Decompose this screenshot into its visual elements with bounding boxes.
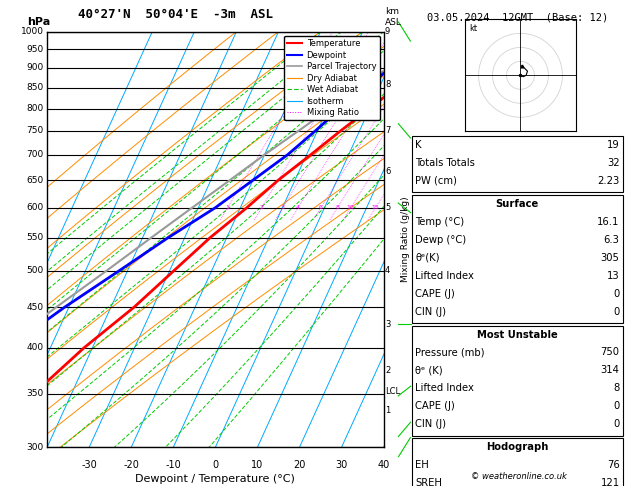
- Text: 10: 10: [252, 460, 264, 469]
- Text: 8: 8: [385, 80, 391, 89]
- Text: 8: 8: [613, 383, 620, 394]
- Text: 15: 15: [372, 206, 379, 210]
- Text: 305: 305: [601, 253, 620, 263]
- Text: © weatheronline.co.uk: © weatheronline.co.uk: [471, 472, 567, 481]
- Text: 32: 32: [607, 158, 620, 168]
- Text: CIN (J): CIN (J): [415, 419, 446, 430]
- Text: 3: 3: [385, 319, 391, 329]
- Legend: Temperature, Dewpoint, Parcel Trajectory, Dry Adiabat, Wet Adiabat, Isotherm, Mi: Temperature, Dewpoint, Parcel Trajectory…: [284, 36, 379, 121]
- Text: 7: 7: [385, 126, 391, 136]
- Text: 800: 800: [26, 104, 44, 113]
- Text: hPa: hPa: [27, 17, 50, 27]
- Text: CAPE (J): CAPE (J): [415, 289, 455, 299]
- Text: 2: 2: [260, 206, 264, 210]
- Text: EH: EH: [415, 460, 429, 470]
- Text: 8: 8: [335, 206, 339, 210]
- Text: 0: 0: [613, 307, 620, 317]
- Text: 700: 700: [26, 150, 44, 159]
- Text: 750: 750: [601, 347, 620, 358]
- Text: PW (cm): PW (cm): [415, 176, 457, 186]
- Text: Most Unstable: Most Unstable: [477, 330, 558, 340]
- Text: 850: 850: [26, 83, 44, 92]
- Text: 0: 0: [213, 460, 218, 469]
- Text: Dewpoint / Temperature (°C): Dewpoint / Temperature (°C): [135, 474, 296, 484]
- Text: 19: 19: [607, 140, 620, 150]
- Text: θᵉ (K): θᵉ (K): [415, 365, 443, 376]
- Text: 1000: 1000: [21, 27, 44, 36]
- Text: 03.05.2024  12GMT  (Base: 12): 03.05.2024 12GMT (Base: 12): [426, 12, 608, 22]
- Text: 650: 650: [26, 176, 44, 185]
- Text: 1: 1: [226, 206, 230, 210]
- Text: Dewp (°C): Dewp (°C): [415, 235, 466, 245]
- Text: -30: -30: [81, 460, 97, 469]
- Text: θᵉ(K): θᵉ(K): [415, 253, 440, 263]
- Text: Totals Totals: Totals Totals: [415, 158, 475, 168]
- Text: 0: 0: [613, 289, 620, 299]
- Text: 30: 30: [335, 460, 348, 469]
- Text: 40°27'N  50°04'E  -3m  ASL: 40°27'N 50°04'E -3m ASL: [77, 8, 272, 21]
- Text: 450: 450: [26, 303, 44, 312]
- Text: 16.1: 16.1: [597, 217, 620, 227]
- Text: LCL: LCL: [385, 386, 400, 396]
- Text: 314: 314: [601, 365, 620, 376]
- Text: 121: 121: [601, 478, 620, 486]
- Text: Lifted Index: Lifted Index: [415, 383, 474, 394]
- Text: K: K: [415, 140, 421, 150]
- Text: 0: 0: [613, 419, 620, 430]
- Text: 400: 400: [26, 343, 44, 352]
- Text: 300: 300: [26, 443, 44, 451]
- Text: 0: 0: [613, 401, 620, 412]
- Text: Pressure (mb): Pressure (mb): [415, 347, 484, 358]
- Text: 2.23: 2.23: [598, 176, 620, 186]
- Text: 6: 6: [319, 206, 323, 210]
- Text: km
ASL: km ASL: [385, 7, 402, 27]
- Text: CAPE (J): CAPE (J): [415, 401, 455, 412]
- Text: 1: 1: [385, 406, 390, 415]
- Text: Temp (°C): Temp (°C): [415, 217, 464, 227]
- Text: 500: 500: [26, 266, 44, 275]
- Text: 2: 2: [385, 365, 390, 375]
- Text: 4: 4: [296, 206, 300, 210]
- Text: 20: 20: [293, 460, 306, 469]
- Text: CIN (J): CIN (J): [415, 307, 446, 317]
- Text: -10: -10: [165, 460, 181, 469]
- Text: 6.3: 6.3: [604, 235, 620, 245]
- Text: 9: 9: [385, 27, 390, 36]
- Text: 900: 900: [26, 64, 44, 72]
- Text: Hodograph: Hodograph: [486, 442, 548, 452]
- Text: 600: 600: [26, 204, 44, 212]
- Text: 40: 40: [377, 460, 390, 469]
- Text: 950: 950: [26, 45, 44, 54]
- Text: Surface: Surface: [496, 199, 539, 209]
- Text: 750: 750: [26, 126, 44, 136]
- Text: 6: 6: [385, 167, 391, 176]
- Text: 5: 5: [385, 204, 390, 212]
- Text: 4: 4: [385, 266, 390, 275]
- Text: 3: 3: [281, 206, 284, 210]
- Text: 350: 350: [26, 389, 44, 399]
- Text: kt: kt: [469, 24, 477, 33]
- Text: 13: 13: [607, 271, 620, 281]
- Text: Lifted Index: Lifted Index: [415, 271, 474, 281]
- Text: SREH: SREH: [415, 478, 442, 486]
- Text: -20: -20: [123, 460, 139, 469]
- Text: 550: 550: [26, 233, 44, 243]
- Text: 10: 10: [347, 206, 355, 210]
- Text: Mixing Ratio (g/kg): Mixing Ratio (g/kg): [401, 196, 410, 282]
- Text: 76: 76: [607, 460, 620, 470]
